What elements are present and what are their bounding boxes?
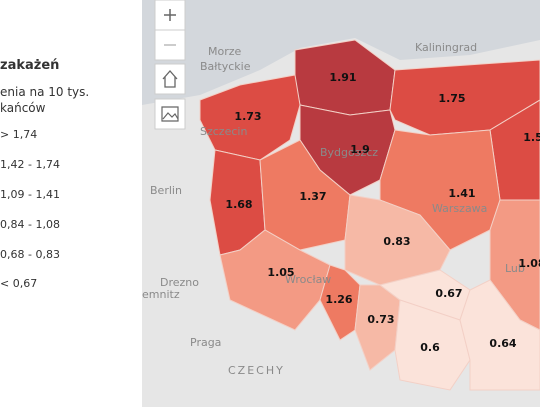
region-value: 1.9 [350, 143, 370, 156]
regions [199, 39, 540, 391]
region [459, 279, 540, 391]
map: Morze Bałtyckie Kaliningrad Szczecin Ber… [142, 0, 540, 407]
legend-item: 1,09 - 1,41 [0, 188, 60, 201]
place: Szczecin [200, 125, 247, 138]
place: Bydgoszcz [320, 146, 378, 159]
region-value: 1.05 [267, 266, 294, 279]
place: Morze [208, 45, 242, 58]
home-icon [162, 70, 178, 88]
region-value: 1.75 [438, 92, 465, 105]
subtitle: enia na 10 tys. [0, 85, 90, 99]
region-value: 0.6 [420, 341, 440, 354]
legend-panel: zakażeń enia na 10 tys. kańców > 1,74 1,… [0, 0, 142, 407]
place: Bałtyckie [200, 60, 251, 73]
region-value: 1.26 [325, 293, 352, 306]
home-button[interactable] [154, 63, 186, 95]
place: Berlin [150, 184, 182, 197]
legend-item: 1,42 - 1,74 [0, 158, 60, 171]
region-value: 0.64 [489, 337, 516, 350]
place-names: Morze Bałtyckie Kaliningrad Szczecin Ber… [142, 41, 525, 377]
region-value: 1.5 [523, 131, 540, 144]
zoom-in-icon [164, 9, 176, 21]
subtitle: kańców [0, 101, 46, 115]
region-value: 1.41 [448, 187, 475, 200]
sea [142, 0, 540, 105]
place: Kaliningrad [415, 41, 477, 54]
region-value: 1.73 [234, 110, 261, 123]
region-value: 0.73 [367, 313, 394, 326]
place: Lub [505, 262, 525, 275]
place: Praga [190, 336, 221, 349]
place: CZECHY [228, 364, 285, 377]
legend-item: > 1,74 [0, 128, 38, 141]
place: emnitz [142, 288, 180, 301]
region-values: 1.91 1.73 1.75 1.5 1.9 1.68 1.37 1.41 0.… [225, 71, 540, 354]
place: Warszawa [432, 202, 487, 215]
basemap-icon [161, 106, 179, 122]
region-value: 0.83 [383, 235, 410, 248]
legend-item: 0,84 - 1,08 [0, 218, 60, 231]
legend-item: 0,68 - 0,83 [0, 248, 60, 261]
region-value: 1.37 [299, 190, 326, 203]
map-controls [154, 0, 186, 130]
region-value: 1.91 [329, 71, 356, 84]
panel-title: zakażeń [0, 58, 60, 73]
legend-item: < 0,67 [0, 277, 38, 290]
region [379, 129, 501, 251]
region-value: 1.68 [225, 198, 252, 211]
region [199, 74, 301, 161]
place: Drezno [160, 276, 199, 289]
place: Wrocław [285, 273, 331, 286]
region-value: 0.67 [435, 287, 462, 300]
region-value: 1.08 [518, 257, 540, 270]
basemap-button[interactable] [154, 98, 186, 130]
